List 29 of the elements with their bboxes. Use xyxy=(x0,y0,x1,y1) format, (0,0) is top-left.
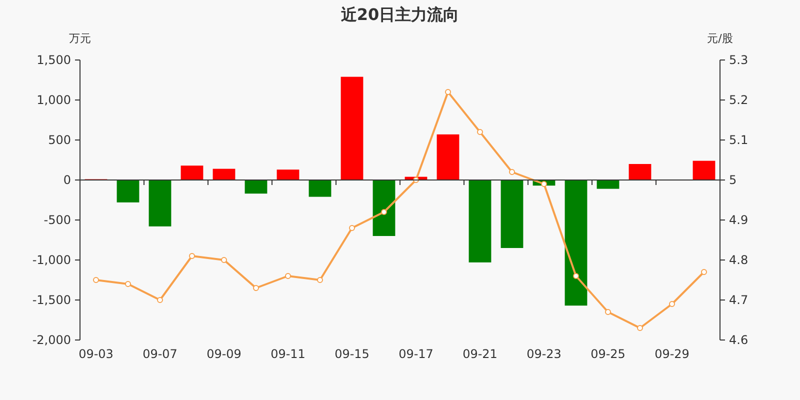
y-axis-title: 万元 xyxy=(69,32,91,45)
y-tick-label: 1,500 xyxy=(36,53,71,67)
y-tick-label: 0 xyxy=(63,173,71,187)
y2-tick-label: 5.2 xyxy=(729,93,748,107)
x-tick-label: 09-17 xyxy=(398,347,434,361)
x-tick-label: 09-29 xyxy=(654,347,690,361)
x-tick-label: 09-23 xyxy=(526,347,562,361)
chart-title: 近20日主力流向 xyxy=(340,5,460,24)
x-tick-label: 09-07 xyxy=(142,347,178,361)
y2-tick-label: 5.3 xyxy=(729,53,748,67)
x-tick-label: 09-21 xyxy=(462,347,498,361)
y2-axis-title: 元/股 xyxy=(707,32,733,45)
y2-tick-label: 4.9 xyxy=(729,213,748,227)
y2-tick-label: 4.6 xyxy=(729,333,748,347)
x-tick-label: 09-03 xyxy=(78,347,114,361)
y2-tick-label: 4.7 xyxy=(729,293,748,307)
y-tick-label: -1,500 xyxy=(32,293,71,307)
y-tick-label: -2,000 xyxy=(32,333,71,347)
y-tick-label: -1,000 xyxy=(32,253,71,267)
x-tick-label: 09-09 xyxy=(206,347,242,361)
x-tick-label: 09-11 xyxy=(270,347,306,361)
y2-tick-label: 5.1 xyxy=(729,133,748,147)
y2-tick-label: 5 xyxy=(729,173,737,187)
y-tick-label: 500 xyxy=(48,133,71,147)
y2-tick-label: 4.8 xyxy=(729,253,748,267)
y-tick-label: -500 xyxy=(44,213,71,227)
x-tick-label: 09-15 xyxy=(334,347,370,361)
y-tick-label: 1,000 xyxy=(36,93,71,107)
x-tick-label: 09-25 xyxy=(590,347,626,361)
